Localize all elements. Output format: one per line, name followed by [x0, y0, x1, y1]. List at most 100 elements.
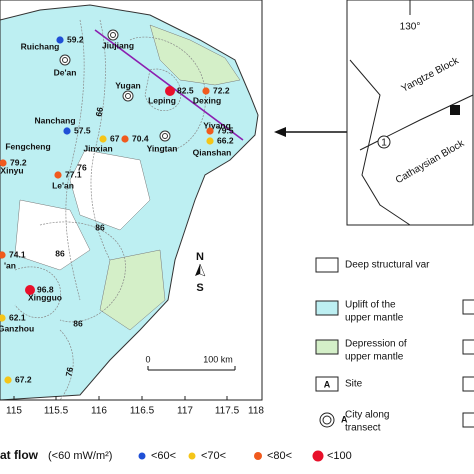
legend-swatch: [315, 257, 339, 273]
scale-label: 0: [145, 354, 150, 364]
map-border: [0, 0, 263, 401]
legend-swatch: [462, 339, 474, 355]
x-tick-label: 116: [91, 406, 107, 417]
legend-dot: [188, 452, 196, 460]
contour: [144, 68, 182, 111]
site-symbol: A: [324, 379, 331, 389]
study-area: [450, 105, 460, 115]
coastline: [349, 59, 411, 226]
contour: [39, 221, 126, 323]
heat-flow-site: [25, 285, 35, 295]
city-label: Nanchang: [34, 115, 75, 125]
x-tick-label: 115.5: [44, 406, 69, 417]
scale-bar: 0 100 km: [145, 354, 236, 371]
fault-marker: [377, 135, 391, 149]
city-label: Qianshan: [193, 147, 232, 157]
heat-flow-site: [0, 314, 6, 322]
contour: [90, 19, 111, 261]
heat-flow-site: [99, 135, 107, 143]
transect-line: [94, 29, 244, 141]
legend-dot: [254, 452, 262, 460]
block-boundary: [359, 94, 474, 151]
legend: A A: [315, 257, 474, 428]
heat-flow-label: 79.5: [217, 125, 234, 135]
heat-flow-site: [202, 87, 210, 95]
city-label: Leping: [148, 95, 176, 105]
legend-class: <60<: [151, 450, 176, 462]
legend-label: upper mantle: [345, 313, 404, 324]
contour-label: 86: [73, 318, 83, 328]
city-label: Yugan: [115, 80, 141, 90]
legend-label: Site: [345, 379, 363, 390]
heat-flow-label: 72.2: [213, 85, 230, 95]
scale-label: 100 km: [203, 354, 233, 364]
deep-structure-zone: [69, 149, 151, 231]
heat-flow-label: 62.1: [9, 312, 26, 322]
heat-flow-label: 74.1: [9, 249, 26, 259]
city-label: 'an: [4, 260, 16, 270]
heat-flow-label: 70.4: [132, 133, 149, 143]
city-label: Fengcheng: [5, 141, 50, 151]
depression-zone: [149, 24, 241, 86]
heat-flow-label: 67.2: [15, 374, 32, 384]
south-label: S: [196, 282, 203, 294]
legend-dot: [138, 452, 146, 460]
heat-flow-unit: (<60 mW/m²): [48, 450, 112, 462]
deep-structure-zone: [14, 199, 91, 271]
heat-flow-label: 66.2: [217, 135, 234, 145]
legend-label: upper mantle: [345, 352, 404, 363]
heat-flow-site: [0, 159, 7, 167]
heat-flow-label: 59.2: [67, 34, 84, 44]
heat-flow-site: [206, 137, 214, 145]
city-label: Yiyang: [203, 120, 231, 130]
legend-swatch: [315, 376, 339, 392]
x-tick-label: 115: [6, 406, 22, 417]
arrow: [199, 263, 206, 277]
north-label: N: [196, 251, 204, 263]
city-label: De'an: [54, 67, 77, 77]
fault-label: 1: [381, 138, 387, 149]
contour-label: 66: [94, 106, 106, 117]
arrow: [195, 264, 200, 276]
heat-flow-site: [54, 171, 62, 179]
contour: [65, 19, 85, 301]
north-arrow: N S: [195, 251, 206, 294]
city-label: Le'an: [52, 180, 74, 190]
legend-dot: [312, 450, 324, 462]
city-label: Ganzhou: [0, 323, 34, 333]
legend-class: <70<: [201, 450, 226, 462]
legend-class: <80<: [267, 450, 292, 462]
city-label: Yingtan: [147, 143, 178, 153]
heat-flow-legend: at flow (<60 mW/m²): [0, 448, 112, 462]
city-label: Ruichang: [21, 41, 60, 51]
x-tick-label: 117.5: [215, 406, 240, 417]
heat-flow-site: [4, 376, 12, 384]
x-tick-label: 118: [248, 406, 264, 417]
heat-flow-label: 82.5: [177, 85, 194, 95]
x-tick-label: 117: [177, 406, 193, 417]
city-label: Xinyu: [0, 165, 23, 175]
city-label: Dexing: [193, 95, 221, 105]
heat-flow-site: [0, 251, 6, 259]
city-symbol: [322, 415, 332, 425]
inset-map: 130° Yangtze Block Cathaysian Block 1: [346, 0, 474, 226]
x-tick-label: 116.5: [130, 406, 155, 417]
contour-label: 86: [55, 248, 65, 258]
contour: [59, 329, 74, 401]
heat-flow-label: 67: [110, 133, 120, 143]
legend-label: Deep structural var: [345, 260, 430, 271]
legend-swatch: [462, 299, 474, 315]
city-label: Jinxian: [83, 143, 112, 153]
city-symbol-letter: A: [341, 414, 348, 424]
legend-label: transect: [345, 423, 381, 434]
contour-label: 76: [64, 366, 76, 377]
heat-flow-label: 57.5: [74, 125, 91, 135]
contour-label: 76: [77, 162, 87, 172]
legend-label: Depression of: [345, 339, 407, 350]
city-label: Jiujiang: [102, 40, 134, 50]
contour: [14, 266, 61, 319]
heat-flow-label: 77.1: [65, 169, 82, 179]
city-symbol: [110, 32, 116, 38]
heat-flow-title: at flow: [0, 448, 39, 462]
